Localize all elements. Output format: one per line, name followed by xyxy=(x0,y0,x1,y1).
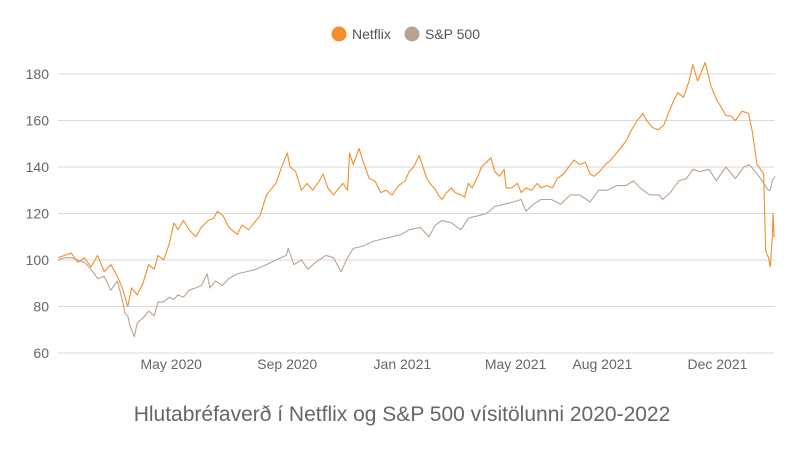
legend: Netflix S&P 500 xyxy=(331,26,481,42)
x-tick-label: Sep 2020 xyxy=(257,356,317,372)
series-line-sp500 xyxy=(57,164,776,338)
x-tick-label: May 2020 xyxy=(140,356,202,372)
chart-title: Hlutabréfaverð í Netflix og S&P 500 vísi… xyxy=(134,403,671,426)
x-axis-ticks: May 2020 Sep 2020 Jan 2021 May 2021 Aug 2021… xyxy=(140,356,747,372)
y-tick-label: 160 xyxy=(26,113,50,129)
gridlines xyxy=(58,73,775,354)
legend-label-sp500: S&P 500 xyxy=(425,26,480,42)
y-tick-label: 180 xyxy=(26,66,50,82)
series-line-netflix xyxy=(57,61,775,308)
x-tick-label: May 2021 xyxy=(485,356,547,372)
x-tick-label: Jan 2021 xyxy=(374,356,432,372)
y-axis-ticks: 60 80 100 120 140 160 180 xyxy=(26,66,50,361)
y-tick-label: 120 xyxy=(26,206,50,222)
y-tick-label: 140 xyxy=(26,159,50,175)
x-tick-label: Dec 2021 xyxy=(687,356,747,372)
y-tick-label: 80 xyxy=(33,299,49,315)
legend-item-sp500[interactable]: S&P 500 xyxy=(404,26,481,42)
x-tick-label: Aug 2021 xyxy=(572,356,632,372)
legend-swatch-sp500-icon xyxy=(404,26,420,42)
legend-swatch-netflix-icon xyxy=(331,26,347,42)
y-tick-label: 60 xyxy=(33,345,49,361)
legend-item-netflix[interactable]: Netflix xyxy=(331,26,391,42)
series-lines xyxy=(57,61,776,338)
y-tick-label: 100 xyxy=(26,252,50,268)
legend-label-netflix: Netflix xyxy=(352,26,391,42)
